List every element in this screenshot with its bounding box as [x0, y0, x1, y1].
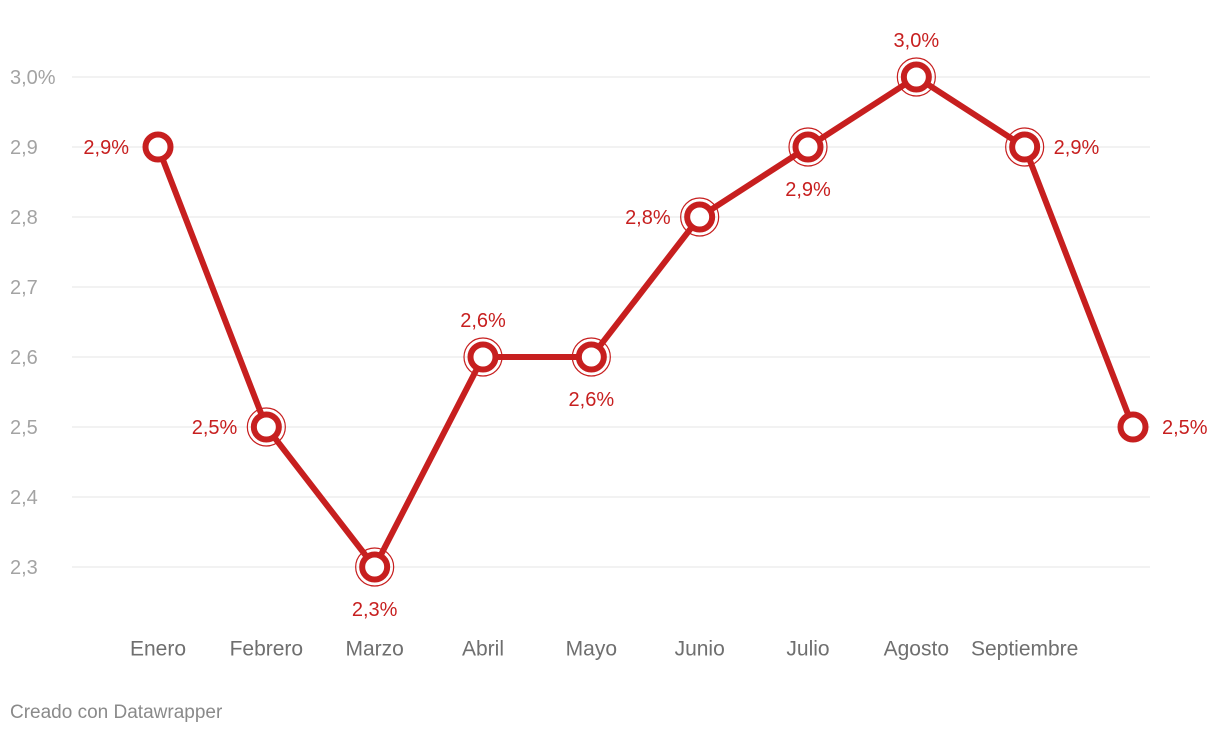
data-point-halo	[896, 57, 936, 97]
data-point	[142, 131, 174, 163]
x-tick-label: Abril	[462, 637, 504, 660]
data-point	[467, 341, 499, 373]
data-label: 3,0%	[894, 30, 940, 52]
y-tick-label: 2,4	[10, 487, 38, 509]
data-point-halo	[355, 547, 395, 587]
footer-credit: Creado con Datawrapper	[10, 702, 223, 723]
data-label: 2,8%	[625, 207, 671, 229]
data-point-halo	[246, 407, 286, 447]
data-point	[900, 61, 932, 93]
y-tick-label: 2,9	[10, 137, 38, 159]
data-label: 2,6%	[460, 310, 506, 332]
data-point-halo	[463, 337, 503, 377]
data-point-halo	[680, 197, 720, 237]
series-line	[155, 74, 1136, 570]
data-label: 2,9%	[83, 137, 129, 159]
data-label: 2,5%	[192, 417, 238, 439]
data-point-halo	[571, 337, 611, 377]
y-tick-label: 2,5	[10, 417, 38, 439]
data-label: 2,9%	[785, 179, 831, 201]
data-point	[250, 411, 282, 443]
x-tick-label: Enero	[130, 637, 186, 660]
y-tick-label: 2,3	[10, 557, 38, 579]
data-label: 2,5%	[1162, 417, 1208, 439]
x-tick-label: Marzo	[345, 637, 403, 660]
y-tick-label: 2,6	[10, 347, 38, 369]
data-point	[684, 201, 716, 233]
data-point	[359, 551, 391, 583]
x-tick-label: Febrero	[230, 637, 304, 660]
x-tick-label: Mayo	[566, 637, 617, 660]
data-point	[1117, 411, 1149, 443]
x-tick-label: Julio	[786, 637, 829, 660]
data-point	[792, 131, 824, 163]
y-tick-label: 2,8	[10, 207, 38, 229]
data-label: 2,6%	[569, 389, 615, 411]
data-point	[1009, 131, 1041, 163]
x-tick-label: Junio	[675, 637, 725, 660]
data-label: 2,9%	[1054, 137, 1100, 159]
data-label: 2,3%	[352, 599, 398, 621]
data-point-halo	[1005, 127, 1045, 167]
x-tick-label: Septiembre	[971, 637, 1078, 660]
data-point	[575, 341, 607, 373]
data-point-halo	[788, 127, 828, 167]
y-tick-label: 2,7	[10, 277, 38, 299]
x-tick-label: Agosto	[884, 637, 949, 660]
y-tick-label: 3,0%	[10, 67, 56, 89]
